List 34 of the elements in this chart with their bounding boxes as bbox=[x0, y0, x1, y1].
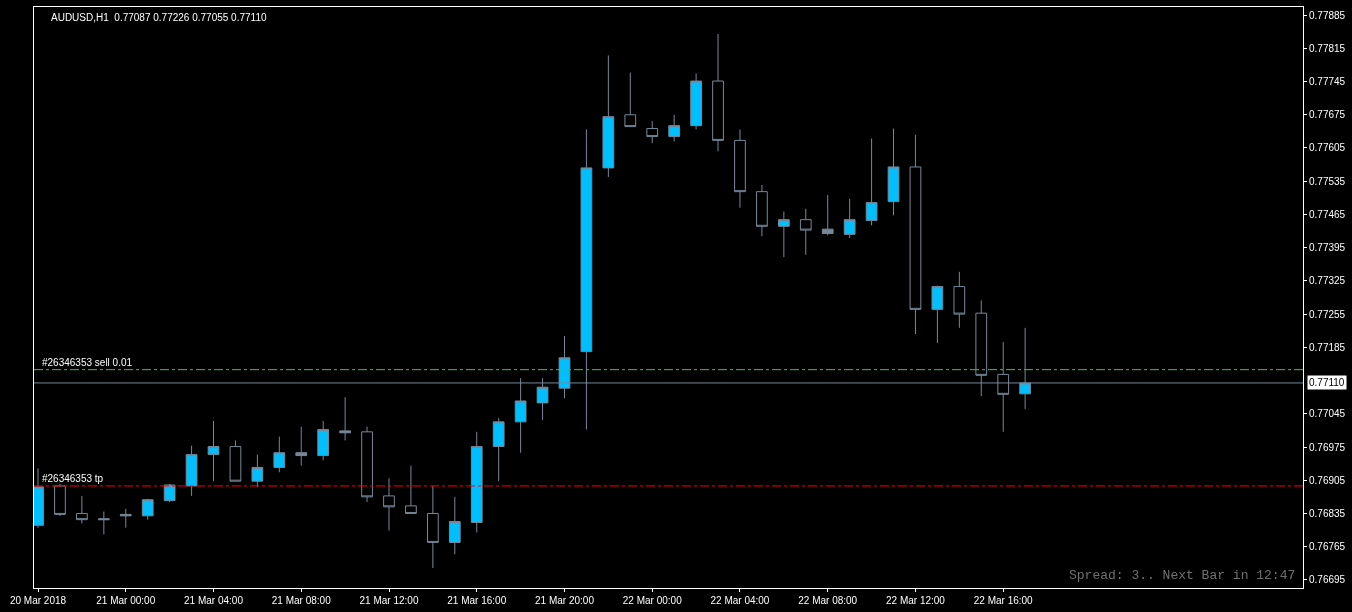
x-tick-label: 21 Mar 08:00 bbox=[271, 595, 332, 606]
y-tick-label: 0.77675 bbox=[1309, 109, 1346, 121]
y-tick-label: 0.77605 bbox=[1309, 142, 1346, 154]
annotation: Spread: 3.. Next Bar in 12:47 bbox=[1069, 568, 1296, 583]
x-tick-label: 21 Mar 00:00 bbox=[96, 595, 156, 606]
ref-line-label: #26346353 tp bbox=[42, 473, 104, 484]
y-tick-label: 0.77465 bbox=[1309, 208, 1346, 220]
x-tick-label: 22 Mar 12:00 bbox=[885, 595, 946, 606]
x-tick-label: 22 Mar 00:00 bbox=[622, 595, 683, 606]
y-tick-label: 0.76975 bbox=[1309, 441, 1346, 453]
x-tick-label: 21 Mar 16:00 bbox=[447, 595, 507, 606]
y-tick-label: 0.76765 bbox=[1309, 541, 1346, 553]
y-tick-label: 0.77745 bbox=[1309, 76, 1346, 88]
y-tick-label: 0.77815 bbox=[1309, 42, 1346, 54]
y-tick-label: 0.77255 bbox=[1309, 308, 1346, 320]
x-tick-label: 21 Mar 04:00 bbox=[184, 595, 244, 606]
y-tick-label: 0.76695 bbox=[1309, 574, 1346, 586]
x-tick-label: 21 Mar 20:00 bbox=[535, 595, 595, 606]
x-tick-label: 22 Mar 08:00 bbox=[798, 595, 858, 606]
y-tick-label: 0.77325 bbox=[1309, 275, 1346, 287]
ref-line-label: #26346353 sell 0.01 bbox=[42, 357, 133, 368]
y-tick-label: 0.77885 bbox=[1309, 9, 1346, 21]
y-tick-label: 0.77045 bbox=[1309, 408, 1346, 420]
text: AUDUSD,H1 0.77087 0.77226 0.77055 0.77110 bbox=[51, 12, 267, 23]
y-tick-label: 0.77395 bbox=[1309, 242, 1346, 254]
x-tick-label: 20 Mar 2018 bbox=[9, 595, 67, 606]
y-tick-label: 0.76905 bbox=[1309, 474, 1346, 486]
y-tick-label: 0.76835 bbox=[1309, 507, 1346, 519]
y-tick-label: 0.77185 bbox=[1309, 341, 1346, 353]
y-tick-label: 0.77535 bbox=[1309, 175, 1346, 187]
x-tick-label: 22 Mar 04:00 bbox=[710, 595, 770, 606]
x-tick-label: 21 Mar 12:00 bbox=[359, 595, 419, 606]
ref-line-label: 0.77110 bbox=[1309, 377, 1345, 388]
x-tick-label: 22 Mar 16:00 bbox=[973, 595, 1034, 606]
